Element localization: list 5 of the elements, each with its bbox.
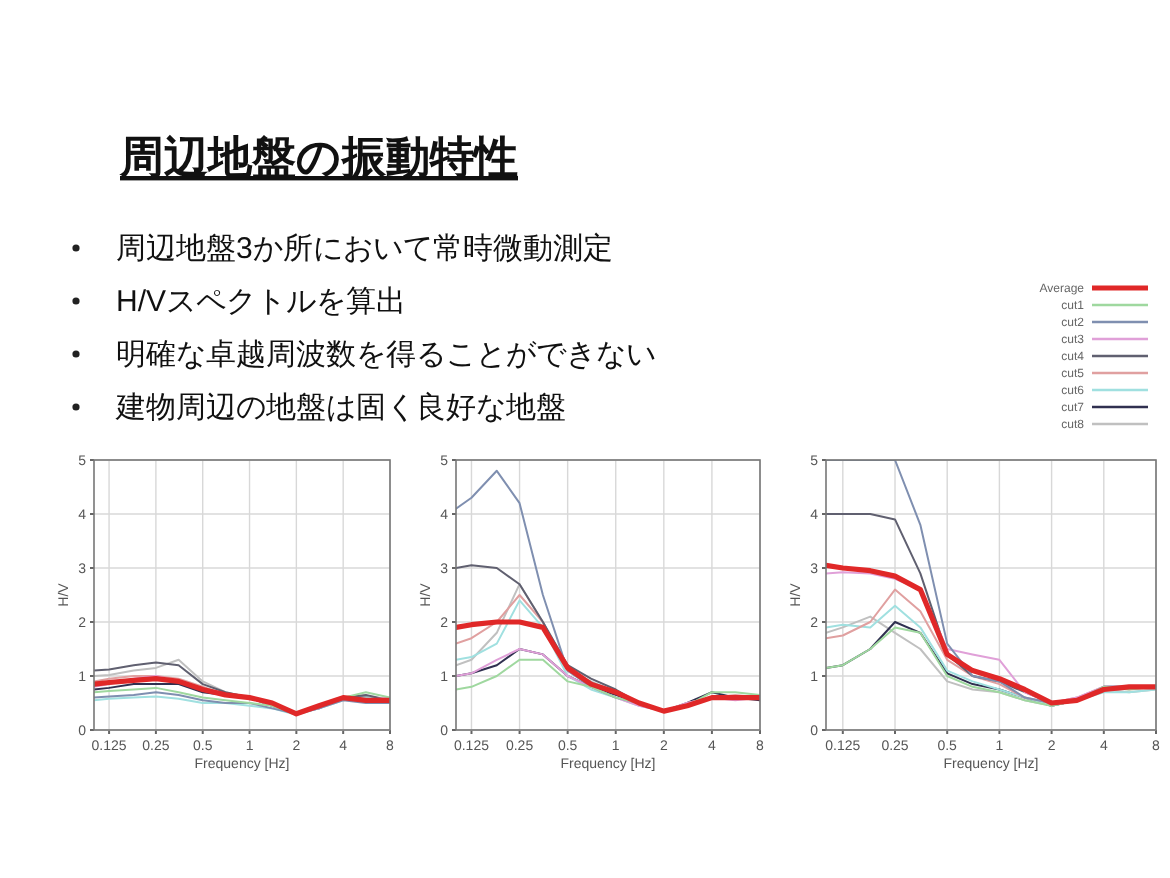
text: 建物周辺の地盤は固く良好な地盤 (114, 391, 566, 425)
text: H/Vスペクトルを算出 (116, 285, 407, 319)
text: 明確な卓越周波数を得ることができない (116, 338, 656, 372)
text: 周辺地盤の振動特性 (118, 132, 518, 182)
text: 周辺地盤3か所において常時微動測定 (116, 232, 613, 266)
